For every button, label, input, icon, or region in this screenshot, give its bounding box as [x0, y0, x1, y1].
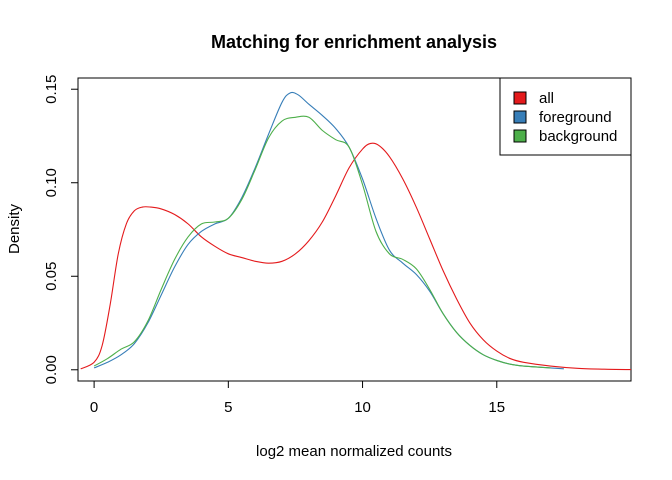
legend-swatch-all	[513, 91, 527, 105]
legend-swatch-background	[513, 129, 527, 143]
y-tick-label: 0.10	[43, 168, 60, 197]
y-tick-label: 0.15	[43, 75, 60, 104]
legend: all foreground background	[499, 77, 632, 156]
legend-label-all: all	[539, 90, 554, 107]
series-line-all	[80, 142, 631, 371]
y-tick-label: 0.00	[43, 355, 60, 384]
legend-label-foreground: foreground	[539, 109, 612, 126]
y-tick-label: 0.05	[43, 262, 60, 291]
series-layer	[80, 91, 631, 371]
x-tick-label: 10	[354, 399, 371, 416]
legend-label-background: background	[539, 128, 617, 145]
x-tick-label: 15	[488, 399, 505, 416]
x-tick-label: 0	[90, 399, 98, 416]
x-axis-label: log2 mean normalized counts	[256, 443, 452, 460]
y-axis: 0.00 0.05 0.10 0.15	[43, 75, 79, 384]
chart-title: Matching for enrichment analysis	[211, 32, 497, 52]
y-axis-label: Density	[6, 203, 23, 254]
x-axis: 0 5 10 15	[90, 380, 505, 416]
x-tick-label: 5	[224, 399, 232, 416]
legend-swatch-foreground	[513, 110, 527, 124]
series-line-background	[93, 115, 551, 369]
series-line-foreground	[93, 91, 564, 370]
